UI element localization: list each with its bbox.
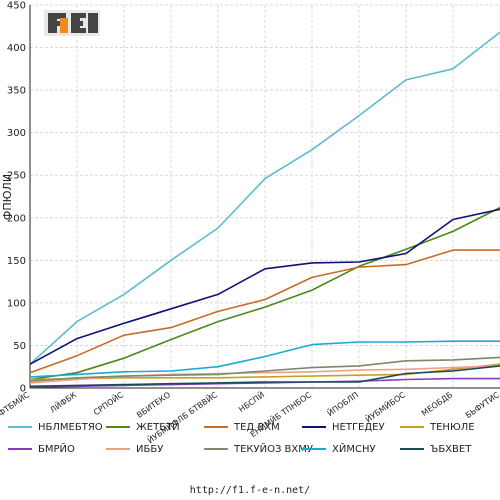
series-line-8 xyxy=(29,340,500,378)
y-tick-label: 450 xyxy=(7,1,26,12)
y-tick-label: 200 xyxy=(7,213,26,224)
x-tick-label: БЬФУТИС xyxy=(464,390,500,420)
y-tick-label: 350 xyxy=(7,86,26,97)
series-line-7 xyxy=(29,356,500,382)
y-axis-label: ФПЮЛИ xyxy=(1,174,14,220)
series-line-3 xyxy=(29,208,500,365)
x-tick-label: ЙПОБЛП xyxy=(324,389,360,419)
x-tick-label: ЙУБМЙБОС xyxy=(363,388,408,424)
x-tick-label: ЛЙФБК xyxy=(47,388,78,414)
series-lines xyxy=(29,31,500,388)
y-tick-label: 50 xyxy=(13,341,26,352)
y-axis-ticks: 0 50 100 150 200 250 300 350 400 450 xyxy=(7,1,26,395)
y-tick-label: 0 xyxy=(20,384,26,395)
x-tick-label: БФУФТБМЙС xyxy=(0,388,31,428)
f1-fen-logo xyxy=(44,8,100,38)
y-tick-label: 150 xyxy=(7,256,26,267)
y-tick-label: 300 xyxy=(7,128,26,139)
y-tick-label: 400 xyxy=(7,43,26,54)
x-tick-label: СРПОЙС xyxy=(91,388,126,417)
series-line-1 xyxy=(29,206,500,381)
axes xyxy=(29,5,500,389)
grid-lines xyxy=(29,4,500,389)
y-tick-label: 250 xyxy=(7,171,26,182)
series-line-0 xyxy=(29,31,500,365)
y-tick-label: 100 xyxy=(7,298,26,309)
x-tick-label: ВБИТЕКО xyxy=(135,390,172,420)
x-tick-label: НБСПЙ xyxy=(236,389,266,415)
series-line-2 xyxy=(29,249,500,374)
footer-url: http://f1.f-e-n.net/ xyxy=(189,485,311,496)
x-tick-label: МЕОБДБ xyxy=(420,390,454,418)
series-line-5 xyxy=(29,377,500,388)
series-line-9 xyxy=(29,365,500,388)
